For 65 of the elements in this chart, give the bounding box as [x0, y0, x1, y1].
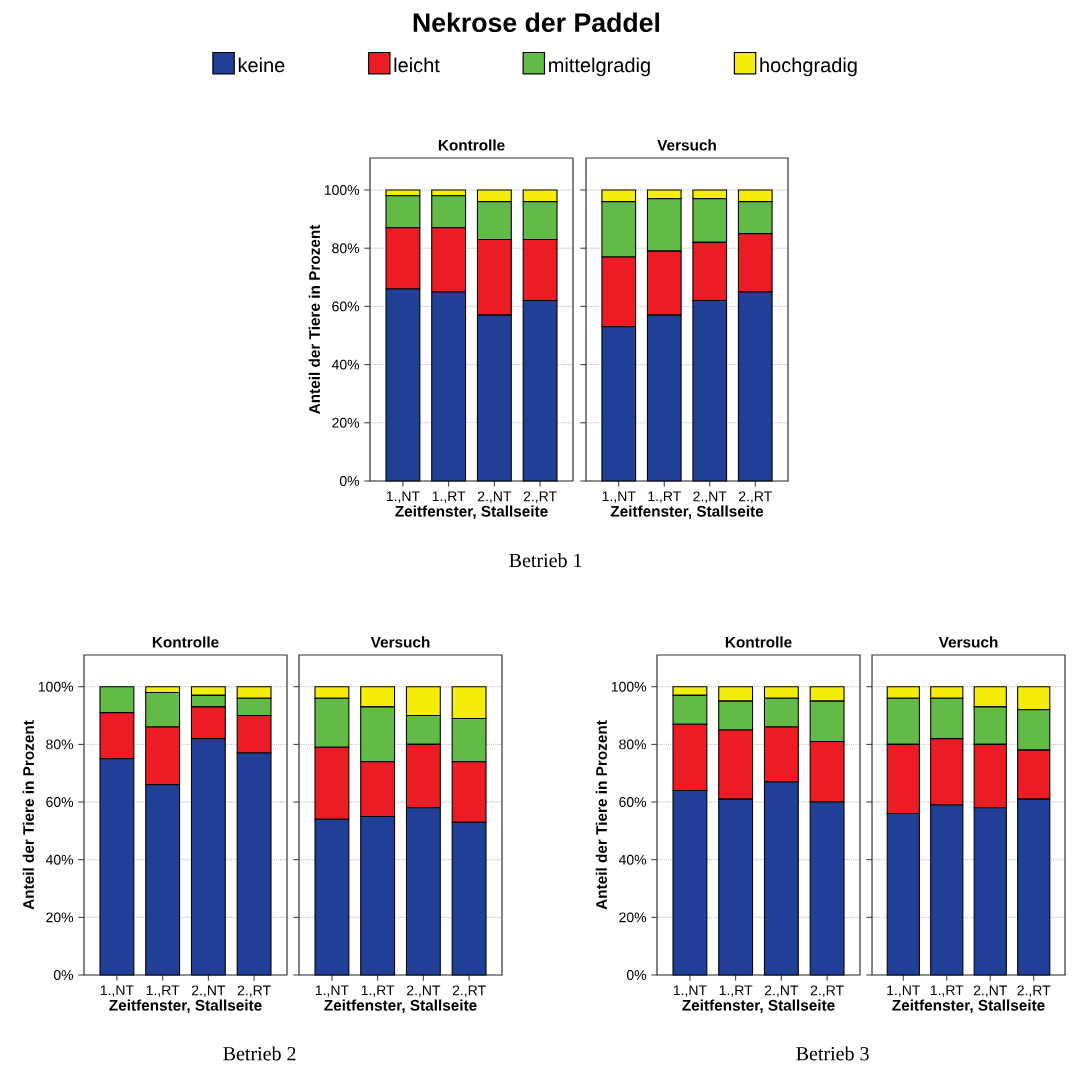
- x-axis-title: Zeitfenster, Stallseite: [610, 505, 764, 519]
- y-tick-label: 20%: [619, 912, 647, 923]
- chart-title: Kontrolle: [438, 139, 505, 151]
- x-tick-label: 2.,RT: [1017, 985, 1051, 997]
- x-tick-label: 1.,NT: [386, 491, 420, 503]
- text: Betrieb 1: [509, 553, 582, 568]
- x-tick-label: 1.,NT: [315, 985, 349, 997]
- x-tick-label: 2.,NT: [973, 985, 1008, 997]
- y-tick-label: 100%: [38, 681, 74, 692]
- y-tick-label: 100%: [611, 681, 647, 692]
- chart-title: Kontrolle: [152, 636, 219, 648]
- y-tick-label: 20%: [46, 912, 74, 923]
- y-tick-label: 0%: [626, 970, 647, 980]
- x-tick-label: 2.,RT: [738, 491, 772, 503]
- y-axis-title: Anteil der Tiere in Prozent: [22, 720, 34, 910]
- y-tick-label: 100%: [324, 185, 360, 195]
- legend-label: mittelgradig: [549, 57, 650, 77]
- x-tick-label: 2.,NT: [693, 491, 727, 503]
- y-tick-label: 0%: [339, 476, 360, 486]
- x-tick-label: 1.,NT: [673, 985, 707, 997]
- y-tick-label: 80%: [332, 243, 360, 254]
- x-axis-title: Zeitfenster, Stallseite: [892, 999, 1045, 1013]
- x-tick-label: 2.,RT: [523, 491, 557, 503]
- y-tick-label: 40%: [45, 854, 74, 865]
- x-tick-label: 2.,NT: [406, 985, 441, 997]
- text: Betrieb 2: [223, 1046, 296, 1061]
- y-tick-label: 80%: [619, 739, 647, 750]
- x-tick-label: 1.,RT: [146, 985, 180, 997]
- y-tick-label: 80%: [46, 739, 74, 750]
- x-tick-label: 1.,NT: [100, 985, 134, 997]
- legend-label: hochgradig: [760, 57, 857, 77]
- x-axis-title: Zeitfenster, Stallseite: [395, 505, 548, 519]
- x-tick-label: 2.,NT: [191, 985, 226, 997]
- x-tick-label: 1.,RT: [432, 491, 466, 503]
- x-tick-label: 1.,RT: [930, 985, 964, 997]
- y-axis-title: Anteil der Tiere in Prozent: [595, 720, 607, 910]
- y-tick-label: 0%: [53, 970, 74, 980]
- x-tick-label: 2.,NT: [764, 985, 799, 997]
- x-tick-label: 1.,NT: [602, 491, 636, 503]
- chart-title: Versuch: [370, 636, 430, 648]
- y-tick-label: 40%: [331, 359, 360, 370]
- x-tick-label: 1.,RT: [719, 985, 753, 997]
- legend-label: keine: [238, 57, 285, 73]
- x-tick-label: 1.,RT: [648, 491, 681, 503]
- y-tick-label: 60%: [619, 797, 647, 807]
- x-axis-title: Zeitfenster, Stallseite: [324, 999, 477, 1013]
- x-tick-label: 1.,NT: [887, 985, 921, 997]
- x-tick-label: 2.,RT: [452, 985, 486, 997]
- y-tick-label: 20%: [332, 417, 360, 428]
- x-axis-title: Zeitfenster, Stallseite: [682, 999, 835, 1013]
- y-tick-label: 60%: [332, 301, 360, 312]
- x-tick-label: 2.,RT: [810, 985, 844, 997]
- legend-title: Nekrose der Paddel: [413, 12, 660, 33]
- chart-title: Versuch: [938, 636, 998, 648]
- text: Betrieb 3: [796, 1046, 869, 1061]
- chart-title: Versuch: [657, 139, 716, 151]
- x-axis-title: Zeitfenster, Stallseite: [109, 999, 262, 1013]
- x-tick-label: 2.,NT: [477, 491, 512, 503]
- x-tick-label: 2.,RT: [237, 985, 271, 997]
- chart-title: Kontrolle: [725, 636, 792, 648]
- legend-label: leicht: [394, 57, 440, 73]
- y-axis-title: Anteil der Tiere in Prozent: [308, 224, 320, 414]
- y-tick-label: 40%: [618, 854, 647, 865]
- y-tick-label: 60%: [46, 797, 74, 807]
- x-tick-label: 1.,RT: [361, 985, 395, 997]
